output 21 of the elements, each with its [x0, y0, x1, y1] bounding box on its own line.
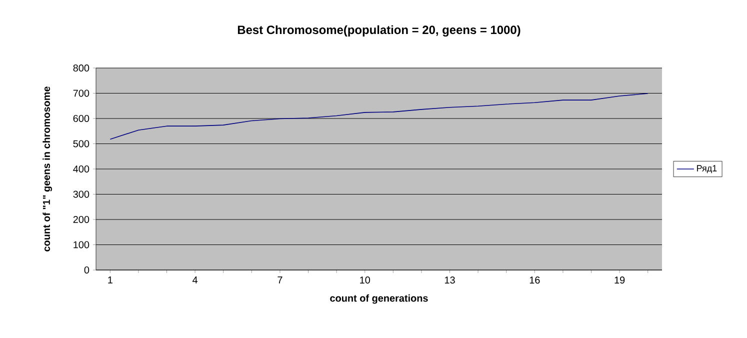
y-tick-label: 400: [73, 165, 90, 173]
y-tick-label: 500: [73, 140, 90, 148]
x-tick-label: 7: [278, 276, 282, 284]
y-tick-label: 600: [73, 114, 90, 122]
x-tick-label: 10: [360, 276, 370, 284]
y-tick-label: 0: [84, 266, 90, 274]
x-tick-label: 1: [108, 276, 112, 284]
chart-title: Best Chromosome(population = 20, geens = 1000): [238, 25, 520, 37]
x-tick-label: 13: [444, 276, 455, 284]
y-tick-label: 700: [73, 90, 90, 97]
x-tick-label: 16: [530, 276, 540, 284]
y-tick-label: 300: [73, 190, 90, 198]
x-tick-label: 19: [614, 276, 625, 284]
x-tick-label: 4: [192, 276, 198, 284]
y-tick-label: 800: [73, 64, 90, 72]
x-axis-title: count of generations: [330, 294, 428, 304]
y-axis-title: count of "1" geens in chromosome: [42, 86, 52, 252]
y-tick-label: 100: [74, 241, 90, 248]
line-series: [110, 93, 648, 140]
y-tick-label: 200: [73, 216, 90, 224]
legend-label: Ряд1: [697, 165, 717, 174]
